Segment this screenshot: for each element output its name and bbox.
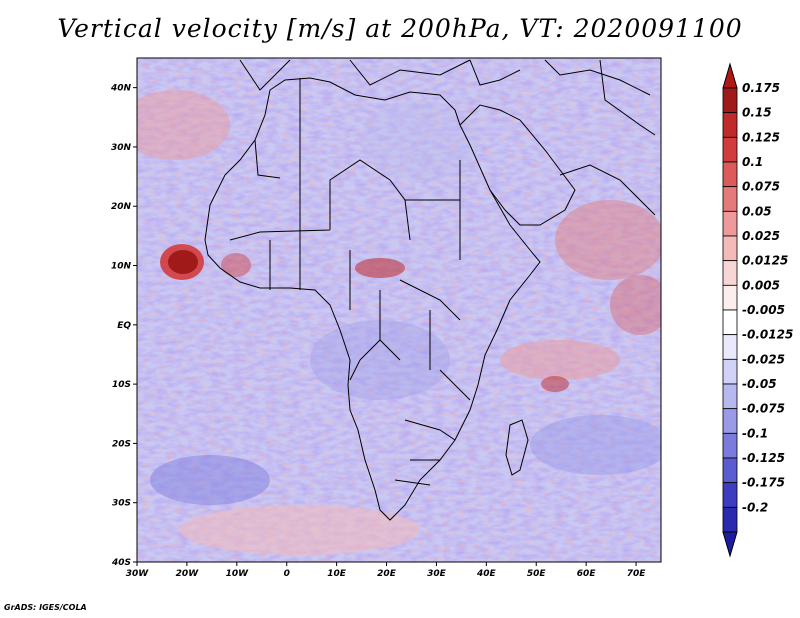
colorbar-label: 0.075 [742, 180, 780, 194]
lon-tick-label: 30E [427, 569, 447, 579]
lon-tick-label: 10W [226, 569, 250, 579]
lat-tick-label: 20S [112, 439, 131, 449]
lat-tick-label: 10N [111, 262, 132, 272]
lat-tick-label: 40N [110, 84, 132, 94]
colorbar-bottom-arrow [722, 531, 738, 558]
colorbar-swatch [722, 383, 738, 410]
lon-tick-label: 10E [327, 569, 347, 579]
latitude-axis: 40N 30N 20N 10N EQ 10S 20S 30S 40S [110, 84, 137, 568]
colorbar-swatch [722, 284, 738, 311]
colorbar: 0.175 0.15 0.125 0.1 0.075 0.05 0.025 0.0125 0.0… [722, 62, 793, 558]
lat-tick-label: 10S [112, 380, 131, 390]
colorbar-label: -0.005 [742, 303, 785, 317]
colorbar-label: -0.125 [742, 451, 785, 465]
colorbar-swatch [722, 408, 738, 434]
colorbar-swatch [722, 87, 738, 114]
colorbar-swatch [722, 186, 738, 212]
colorbar-swatch [722, 482, 738, 508]
longitude-axis: 30W 20W 10W 0 10E 20E 30E 40E 50E 60E 70E [126, 562, 646, 579]
colorbar-top-arrow [722, 62, 738, 89]
colorbar-label: -0.1 [742, 426, 768, 440]
lat-tick-label: 20N [111, 202, 132, 212]
colorbar-swatch [722, 309, 738, 336]
colorbar-label: 0.125 [742, 130, 780, 144]
colorbar-swatch [722, 334, 738, 360]
colorbar-label: 0.005 [742, 278, 780, 292]
colorbar-label: -0.0125 [742, 328, 793, 342]
colorbar-label: 0.025 [742, 229, 780, 243]
lat-tick-label: 40S [111, 558, 131, 568]
lon-tick-label: 40E [476, 569, 497, 579]
colorbar-label: 0.05 [742, 204, 772, 218]
lon-tick-label: 60E [577, 569, 597, 579]
colorbar-label: 0.0125 [742, 254, 788, 268]
lon-tick-label: 20W [176, 569, 200, 579]
colorbar-swatch [722, 210, 738, 237]
lon-tick-label: 70E [627, 569, 647, 579]
lon-tick-label: 50E [527, 569, 547, 579]
colorbar-label: -0.175 [742, 476, 785, 490]
colorbar-label: 0.175 [742, 81, 780, 95]
lon-tick-label: 0 [284, 569, 290, 579]
colorbar-swatch [722, 432, 738, 459]
colorbar-label: 0.1 [742, 155, 763, 169]
colorbar-swatch [722, 260, 738, 286]
colorbar-swatch [722, 112, 738, 138]
colorbar-swatch [722, 457, 738, 484]
colorbar-swatch [722, 136, 738, 163]
colorbar-label: -0.025 [742, 352, 785, 366]
colorbar-label: -0.05 [742, 377, 777, 391]
lat-tick-label: EQ [117, 321, 131, 331]
chart-title: Vertical velocity [m/s] at 200hPa, VT: 2… [57, 14, 743, 43]
map-plot-area [137, 58, 661, 562]
colorbar-swatch [722, 358, 738, 385]
map-frame [136, 57, 662, 563]
colorbar-label: -0.2 [742, 500, 768, 514]
colorbar-label: 0.15 [742, 106, 772, 120]
lat-tick-label: 30N [111, 143, 132, 153]
grads-footer: GrADS: IGES/COLA [4, 603, 87, 612]
colorbar-swatch [722, 235, 738, 262]
lat-tick-label: 30S [112, 499, 131, 509]
coastlines [204, 59, 656, 521]
colorbar-label: -0.075 [742, 402, 785, 416]
lon-tick-label: 30W [126, 569, 150, 579]
lon-tick-label: 20E [377, 569, 397, 579]
colorbar-swatch [722, 161, 738, 188]
colorbar-swatch [722, 506, 738, 533]
